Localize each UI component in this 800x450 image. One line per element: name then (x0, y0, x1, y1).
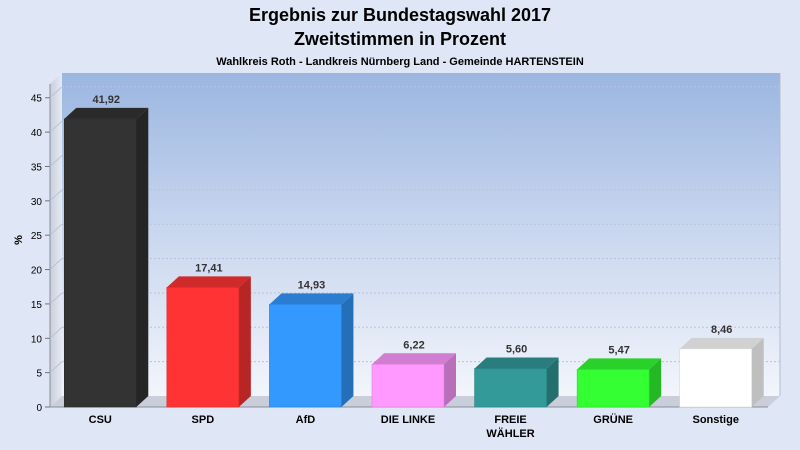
bar-side (444, 353, 456, 407)
y-tick-label: 5 (36, 369, 42, 380)
category-label: GRÜNE (593, 413, 633, 426)
category-label: SPD (192, 414, 215, 426)
grid-line-wall (49, 361, 63, 374)
plot-left-wall (50, 73, 62, 407)
y-tick-label: 45 (31, 94, 43, 105)
category-label-line: Sonstige (692, 414, 738, 426)
bar-front (576, 369, 650, 408)
bar: 8,46 (679, 324, 764, 408)
grid-line-wall (49, 326, 63, 339)
chart-title-line2: Zweitstimmen in Prozent (294, 29, 506, 49)
bar-side (341, 293, 354, 407)
bar-front (679, 348, 753, 408)
bar-top (166, 276, 251, 288)
grid-line-wall (49, 258, 63, 270)
category-label: Sonstige (692, 414, 738, 426)
category-label-line: CSU (89, 414, 112, 426)
bar-value-label: 8,46 (711, 324, 732, 336)
y-tick-label: 0 (36, 403, 42, 414)
grid-line-wall (49, 86, 63, 99)
category-label-line: SPD (192, 414, 215, 426)
bar-top (679, 337, 764, 349)
bar: 5,60 (474, 344, 559, 408)
bar-front (474, 368, 547, 408)
bar-value-label: 17,41 (195, 262, 223, 274)
bar-value-label: 6,22 (403, 339, 424, 351)
y-tick-label: 30 (31, 197, 43, 208)
y-axis-ticks: 0 5 10 15 20 25 30 35 40 45 (31, 94, 50, 414)
bar-top (474, 357, 559, 369)
grid-line-wall (49, 155, 63, 167)
category-label-line: GRÜNE (593, 413, 633, 426)
bars: 41,92 17,41 14,93 6,22 5,60 5,47 8,46 (63, 94, 764, 408)
y-tick-label: 15 (31, 300, 43, 311)
category-label: AfD (296, 414, 316, 426)
bar-front (269, 304, 342, 408)
bar-side (238, 276, 251, 407)
category-labels: CSU SPD AfD DIE LINKE FREIE WÄHLER GRÜNE Sonsti… (89, 413, 739, 440)
grid-lines (49, 86, 780, 374)
grid-line-wall (49, 223, 63, 236)
bar: 5,47 (576, 344, 662, 408)
category-label-line: WÄHLER (486, 427, 534, 440)
category-label: CSU (89, 414, 112, 426)
bar: 41,92 (63, 94, 149, 408)
bar: 6,22 (371, 339, 456, 408)
category-label-line: DIE LINKE (381, 414, 435, 426)
chart-subtitle: Wahlkreis Roth - Landkreis Nürnberg Land… (216, 56, 584, 68)
bar-side (751, 337, 764, 407)
bar-side (546, 357, 559, 407)
bar-value-label: 5,47 (608, 344, 629, 356)
bar-value-label: 5,60 (506, 344, 527, 356)
category-label-line: AfD (296, 414, 316, 426)
y-tick-label: 40 (31, 128, 43, 139)
y-tick-label: 10 (31, 334, 43, 345)
bar-top (269, 293, 354, 305)
bar-top (577, 358, 662, 370)
chart-title: Ergebnis zur Bundestagswahl 2017 (249, 5, 551, 25)
bar: 17,41 (166, 262, 251, 408)
bar-side (649, 358, 662, 407)
bar: 14,93 (269, 279, 354, 408)
category-label: DIE LINKE (381, 414, 435, 426)
bar-top (372, 353, 456, 365)
bar-value-label: 41,92 (93, 94, 121, 106)
category-label: FREIE WÄHLER (486, 414, 534, 440)
bar-side (136, 107, 149, 407)
bar-front (63, 118, 137, 408)
bar-top (64, 107, 149, 119)
bar-front (166, 287, 240, 408)
bar-front (371, 363, 445, 408)
y-axis-label: % (13, 235, 25, 245)
y-tick-label: 25 (31, 231, 43, 242)
category-label-line: FREIE (494, 414, 526, 426)
grid-line-wall (49, 120, 63, 133)
bar-value-label: 14,93 (298, 279, 326, 291)
grid-line-wall (49, 292, 63, 305)
grid-line-wall (49, 189, 63, 202)
y-tick-label: 20 (31, 266, 43, 277)
y-tick-label: 35 (31, 162, 43, 173)
